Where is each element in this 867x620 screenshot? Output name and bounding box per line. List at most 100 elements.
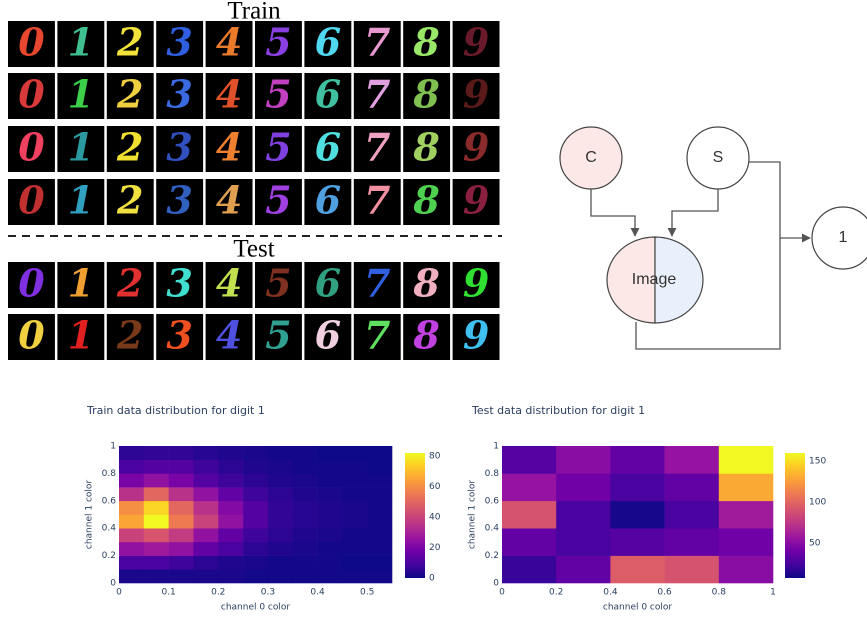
digit: 2 bbox=[116, 313, 143, 358]
digit: 5 bbox=[265, 178, 291, 223]
heatmap-cell bbox=[144, 542, 169, 556]
heatmap-cell bbox=[342, 446, 367, 460]
node-label: C bbox=[585, 149, 597, 166]
heatmap-cell bbox=[144, 487, 169, 501]
digit: 6 bbox=[315, 261, 341, 306]
digit: 7 bbox=[364, 72, 390, 117]
heatmap-cell bbox=[556, 501, 611, 529]
digit: 1 bbox=[68, 261, 94, 306]
x-axis-label: channel 0 color bbox=[221, 603, 291, 613]
heatmap-cell bbox=[342, 569, 367, 583]
heatmap-cell bbox=[610, 556, 665, 584]
heatmap-cell bbox=[193, 528, 218, 542]
heatmap-cell bbox=[218, 446, 243, 460]
x-tick-label: 0.1 bbox=[161, 588, 175, 598]
x-tick-label: 0.2 bbox=[211, 588, 225, 598]
heatmap-cell bbox=[610, 473, 665, 501]
colorbar-tick-label: 20 bbox=[429, 543, 441, 553]
heatmap-cell bbox=[268, 487, 293, 501]
heatmap-cell bbox=[367, 528, 392, 542]
heatmap-cell bbox=[665, 446, 720, 474]
heatmap-cell bbox=[665, 501, 720, 529]
digit: 8 bbox=[412, 125, 439, 170]
heatmap-cell bbox=[367, 473, 392, 487]
heatmap-cell bbox=[218, 473, 243, 487]
digit: 5 bbox=[265, 261, 291, 306]
heatmap-cell bbox=[119, 542, 144, 556]
node-label: 1 bbox=[839, 229, 848, 246]
x-tick-label: 0 bbox=[116, 588, 122, 598]
digit: 2 bbox=[116, 178, 143, 223]
heatmap-cell bbox=[318, 569, 343, 583]
heatmap-cell bbox=[367, 556, 392, 570]
heatmap-cell bbox=[193, 569, 218, 583]
heatmap-cell bbox=[218, 501, 243, 515]
heatmap-cell bbox=[268, 446, 293, 460]
heatmap-cell bbox=[665, 556, 720, 584]
heatmap-cell bbox=[243, 556, 268, 570]
heatmap-cell bbox=[193, 542, 218, 556]
heatmap-cell bbox=[556, 446, 611, 474]
heatmap-cell bbox=[243, 515, 268, 529]
heatmap-cell bbox=[144, 528, 169, 542]
digit: 2 bbox=[116, 72, 143, 117]
figure: Train Test C S Image 1 01234567890123456… bbox=[0, 0, 867, 620]
digit: 6 bbox=[315, 72, 341, 117]
heatmap-cell bbox=[502, 556, 557, 584]
heatmap-cell bbox=[318, 501, 343, 515]
heatmap-cell bbox=[169, 501, 194, 515]
heatmap-cell bbox=[193, 446, 218, 460]
digit: 1 bbox=[68, 313, 94, 358]
heatmap-cell bbox=[169, 569, 194, 583]
heatmap-cell bbox=[193, 515, 218, 529]
digit: 0 bbox=[18, 313, 45, 358]
digit: 4 bbox=[216, 178, 242, 223]
heatmap-cell bbox=[610, 446, 665, 474]
heatmap-cell bbox=[144, 446, 169, 460]
digit: 5 bbox=[265, 20, 291, 65]
digit: 6 bbox=[315, 313, 341, 358]
digit: 0 bbox=[18, 20, 45, 65]
x-tick-label: 0.2 bbox=[549, 588, 563, 598]
heatmap-cell bbox=[293, 460, 318, 474]
y-axis-label: channel 1 color bbox=[85, 480, 95, 550]
heatmap-cell bbox=[293, 515, 318, 529]
heatmap-cell bbox=[293, 473, 318, 487]
heatmap-cell bbox=[144, 501, 169, 515]
digit: 2 bbox=[116, 261, 143, 306]
heatmap-cell bbox=[193, 460, 218, 474]
y-axis-label: channel 1 color bbox=[468, 480, 478, 550]
y-tick-label: 0.4 bbox=[102, 524, 117, 534]
digit: 8 bbox=[412, 313, 439, 358]
x-tick-label: 1 bbox=[770, 588, 776, 598]
digit: 0 bbox=[18, 178, 45, 223]
digit: 9 bbox=[463, 125, 489, 170]
heatmap-cell bbox=[665, 528, 720, 556]
digit: 9 bbox=[463, 72, 489, 117]
heatmap-cell bbox=[193, 487, 218, 501]
digit: 0 bbox=[18, 261, 45, 306]
heatmap-cell bbox=[119, 473, 144, 487]
heatmap-cell bbox=[367, 569, 392, 583]
colorbar-tick-label: 150 bbox=[809, 457, 826, 467]
heatmap-cell bbox=[218, 569, 243, 583]
heatmap-cell bbox=[218, 542, 243, 556]
heatmap-cell bbox=[268, 473, 293, 487]
x-tick-label: 0 bbox=[499, 588, 505, 598]
heatmap-cell bbox=[342, 556, 367, 570]
heatmap-cell bbox=[169, 515, 194, 529]
y-tick-label: 1 bbox=[493, 442, 499, 452]
heatmap-cell bbox=[144, 569, 169, 583]
digit: 6 bbox=[315, 178, 341, 223]
digit: 3 bbox=[166, 178, 192, 223]
heatmap-cell bbox=[218, 556, 243, 570]
digit: 4 bbox=[216, 261, 242, 306]
y-tick-label: 0.4 bbox=[485, 524, 500, 534]
heatmap-cell bbox=[502, 446, 557, 474]
heatmap-cell bbox=[318, 487, 343, 501]
heatmap-cell bbox=[268, 515, 293, 529]
heatmap-cell bbox=[193, 501, 218, 515]
edge bbox=[672, 189, 718, 236]
digit: 7 bbox=[364, 178, 390, 223]
edge bbox=[749, 162, 810, 238]
